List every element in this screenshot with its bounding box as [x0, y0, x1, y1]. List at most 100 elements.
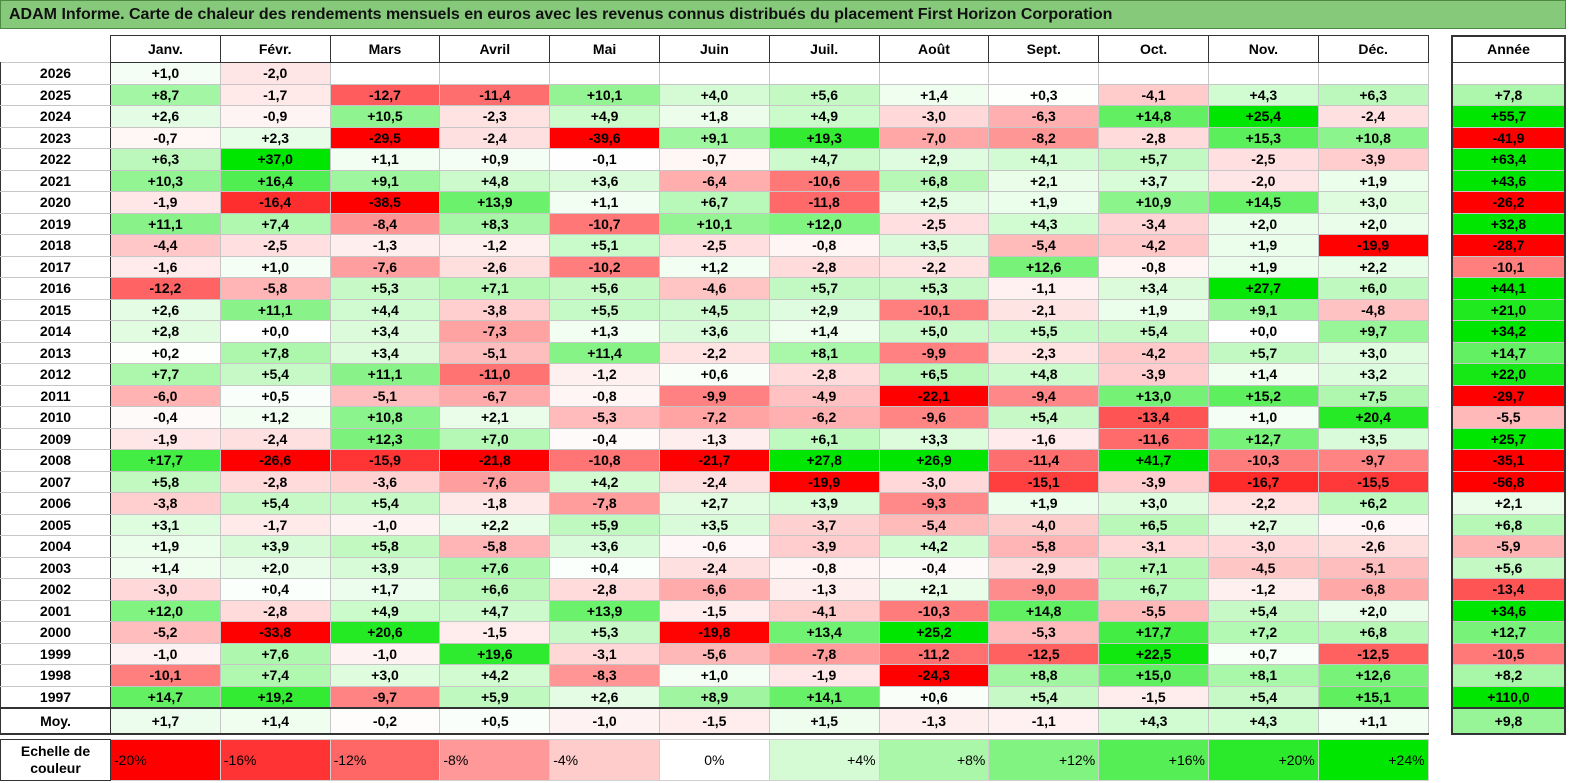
heatmap-cell	[1207, 62, 1319, 85]
heatmap-cell: +7,2	[1207, 621, 1319, 644]
annual-cell: +25,7	[1451, 427, 1566, 450]
heatmap-cell: +4,9	[768, 105, 880, 128]
heatmap-cell: -2,5	[878, 212, 990, 235]
heatmap-cell	[988, 62, 1100, 85]
heatmap-cell: -13,4	[1098, 406, 1209, 429]
average-cell: -1,3	[878, 707, 990, 735]
heatmap-cell: +12,3	[329, 427, 441, 450]
heatmap-cell: +8,1	[768, 341, 880, 364]
heatmap-cell: -10,3	[878, 599, 990, 622]
heatmap-cell: +37,0	[219, 148, 331, 171]
heatmap-cell: +12,6	[988, 255, 1100, 278]
heatmap-cell: -15,9	[329, 449, 441, 472]
heatmap-cell: -16,4	[219, 191, 331, 214]
heatmap-cell: -11,2	[878, 642, 990, 665]
annual-cell: +34,2	[1451, 320, 1566, 343]
heatmap-cell: -2,4	[658, 470, 770, 493]
annual-cell: +32,8	[1451, 212, 1566, 235]
heatmap-cell: -11,0	[439, 363, 551, 386]
heatmap-cell: +2,1	[439, 406, 551, 429]
heatmap-table: Janv. Févr. Mars Avril Mai Juin Juil. Août Sept.…	[0, 35, 1429, 735]
heatmap-cell: +2,7	[1207, 513, 1319, 536]
table-row: 2019 +11,1 +7,4 -8,4 +8,3 -10,7 +10,1 +12,0 -2,5…	[0, 212, 1429, 235]
annual-cell: -13,4	[1451, 578, 1566, 601]
heatmap-cell: +3,6	[549, 535, 660, 558]
heatmap-cell: +5,8	[329, 535, 441, 558]
annual-cell: -10,5	[1451, 642, 1566, 665]
heatmap-cell: -1,9	[110, 191, 221, 214]
heatmap-cell: +7,6	[439, 556, 551, 579]
month-header: Juil.	[768, 35, 880, 63]
heatmap-cell: -2,4	[219, 427, 331, 450]
year-label: 2001	[0, 599, 111, 622]
heatmap-cell: +1,4	[878, 83, 990, 106]
heatmap-cell: -5,6	[658, 642, 770, 665]
heatmap-cell: +2,9	[768, 298, 880, 321]
table-row: 2020 -1,9 -16,4 -38,5 +13,9 +1,1 +6,7 -11,8 +2,5…	[0, 191, 1429, 214]
heatmap-cell: +5,4	[219, 492, 331, 515]
heatmap-cell: -2,4	[658, 556, 770, 579]
year-label: 2015	[0, 298, 111, 321]
heatmap-cell: +5,4	[988, 406, 1100, 429]
annual-cell: +44,1	[1451, 277, 1566, 300]
heatmap-cell: -6,2	[768, 406, 880, 429]
heatmap-cell: -1,6	[988, 427, 1100, 450]
page-title: ADAM Informe. Carte de chaleur des rende…	[9, 6, 1113, 23]
table-row: 2015 +2,6 +11,1 +4,4 -3,8 +5,5 +4,5 +2,9 -10,1 -2…	[0, 298, 1429, 321]
heatmap-cell: +1,4	[1207, 363, 1319, 386]
heatmap-cell: +27,7	[1207, 277, 1319, 300]
heatmap-cell: -3,6	[329, 470, 441, 493]
heatmap-cell: +7,0	[439, 427, 551, 450]
heatmap-cell: -2,8	[768, 255, 880, 278]
heatmap-cell: -2,8	[1098, 126, 1209, 149]
heatmap-cell: -9,4	[988, 384, 1100, 407]
heatmap-cell: +11,1	[110, 212, 221, 235]
month-header: Nov.	[1207, 35, 1319, 63]
heatmap-cell: +5,3	[329, 277, 441, 300]
heatmap-cell: +26,9	[878, 449, 990, 472]
heatmap-cell: +10,5	[329, 105, 441, 128]
heatmap-cell: +10,3	[110, 169, 221, 192]
heatmap-cell: -2,2	[878, 255, 990, 278]
heatmap-cell: -5,1	[439, 341, 551, 364]
heatmap-cell: +1,9	[1317, 169, 1429, 192]
heatmap-cell	[329, 62, 441, 85]
month-header: Août	[878, 35, 990, 63]
heatmap-cell: +17,7	[110, 449, 221, 472]
year-label: 1999	[0, 642, 111, 665]
year-label: 2010	[0, 406, 111, 429]
heatmap-cell: +5,6	[549, 277, 660, 300]
heatmap-cell: +5,6	[768, 83, 880, 106]
heatmap-cell: -9,7	[1317, 449, 1429, 472]
heatmap-cell: -8,4	[329, 212, 441, 235]
month-header: Oct.	[1098, 35, 1209, 63]
year-label: 2025	[0, 83, 111, 106]
heatmap-cell: +3,6	[549, 169, 660, 192]
heatmap-cell: +27,8	[768, 449, 880, 472]
heatmap-cell: -2,4	[1317, 105, 1429, 128]
heatmap-cell: +2,2	[1317, 255, 1429, 278]
heatmap-cell: -1,7	[219, 513, 331, 536]
heatmap-cell: -7,0	[878, 126, 990, 149]
heatmap-cell: +2,8	[110, 320, 221, 343]
heatmap-cell: +4,8	[439, 169, 551, 192]
heatmap-cell: +12,0	[110, 599, 221, 622]
heatmap-cell: -3,4	[1098, 212, 1209, 235]
heatmap-cell: -5,1	[1317, 556, 1429, 579]
table-row: 2006 -3,8 +5,4 +5,4 -1,8 -7,8 +2,7 +3,9 -9,3 +1,9…	[0, 492, 1429, 515]
heatmap-cell: +6,1	[768, 427, 880, 450]
heatmap-cell: +4,2	[549, 470, 660, 493]
heatmap-cell: -1,6	[110, 255, 221, 278]
heatmap-cell: +4,7	[768, 148, 880, 171]
heatmap-cell: -11,8	[768, 191, 880, 214]
heatmap-cell: +7,8	[219, 341, 331, 364]
heatmap-cell: +0,5	[219, 384, 331, 407]
heatmap-cell: -0,9	[219, 105, 331, 128]
heatmap-cell: -4,4	[110, 234, 221, 257]
heatmap-cell: +10,1	[658, 212, 770, 235]
heatmap-cell: -1,9	[768, 664, 880, 687]
heatmap-cell: -9,6	[878, 406, 990, 429]
heatmap-cell: +3,9	[768, 492, 880, 515]
annual-cell: -5,5	[1451, 406, 1566, 429]
heatmap-cell: +15,0	[1098, 664, 1209, 687]
